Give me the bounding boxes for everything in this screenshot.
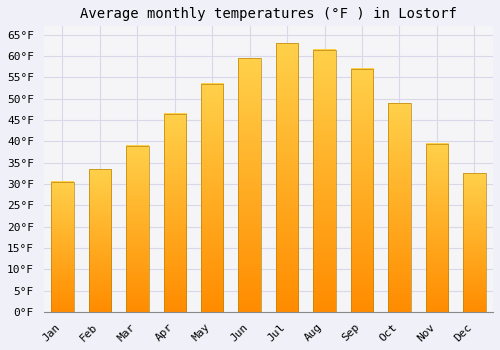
Bar	[388, 103, 410, 312]
Bar	[350, 69, 373, 312]
Title: Average monthly temperatures (°F ) in Lostorf: Average monthly temperatures (°F ) in Lo…	[80, 7, 457, 21]
Bar	[426, 144, 448, 312]
Bar	[88, 169, 111, 312]
Bar	[314, 50, 336, 312]
Bar	[238, 58, 261, 312]
Bar	[463, 173, 485, 312]
Bar	[276, 43, 298, 312]
Bar	[51, 182, 74, 312]
Bar	[126, 146, 148, 312]
Bar	[164, 114, 186, 312]
Bar	[201, 84, 224, 312]
